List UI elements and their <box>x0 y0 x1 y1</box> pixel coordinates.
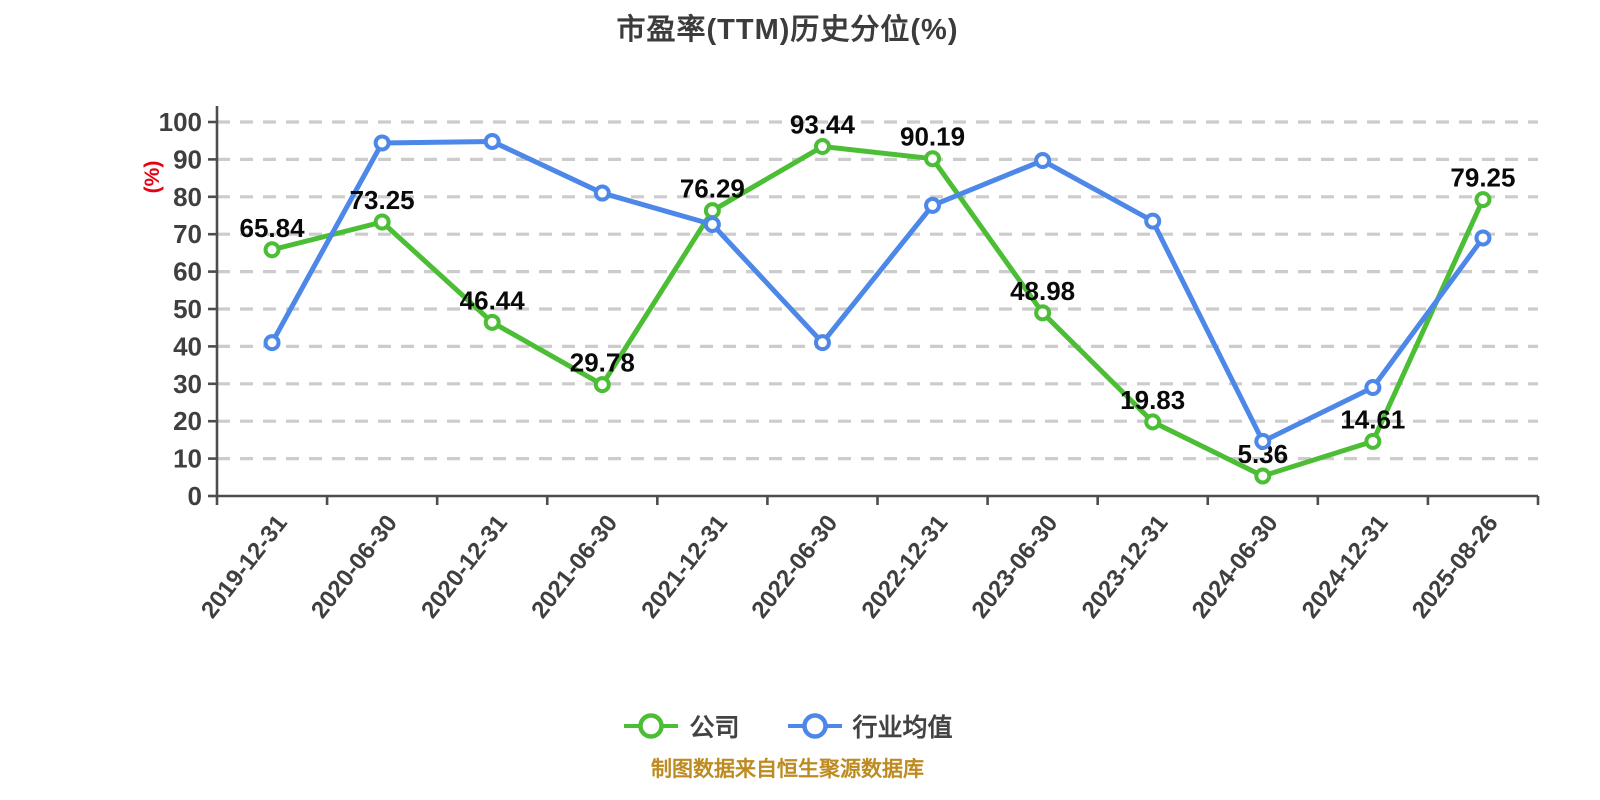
data-point-industry-average <box>1254 432 1272 450</box>
data-point-industry-average <box>924 196 942 214</box>
data-point-company <box>593 376 611 394</box>
legend-label-company: 公司 <box>689 714 740 742</box>
data-label: 14.61 <box>1340 404 1405 434</box>
y-axis-tick-label: 50 <box>173 294 202 324</box>
data-label: 48.98 <box>1010 276 1075 306</box>
chart-title: 市盈率(TTM)历史分位(%) <box>616 14 959 46</box>
series-line-industry-average <box>269 138 1486 444</box>
data-point-industry-average <box>1364 379 1382 397</box>
data-point-industry-average <box>703 215 721 233</box>
x-axis-tick-label: 2023-06-30 <box>966 510 1063 623</box>
legend-label-industry-average: 行业均值 <box>852 714 953 742</box>
y-axis-tick-label: 60 <box>173 257 202 287</box>
data-label: 90.19 <box>900 122 965 152</box>
x-axis-tick-label: 2024-06-30 <box>1187 510 1284 623</box>
x-axis-tick-label: 2023-12-31 <box>1077 510 1174 623</box>
data-point-industry-average <box>263 334 281 352</box>
data-point-industry-average <box>483 132 501 150</box>
data-point-company <box>1254 467 1272 485</box>
data-label: 65.84 <box>240 213 306 243</box>
x-axis-tick-label: 2022-06-30 <box>746 510 843 623</box>
data-label: 79.25 <box>1450 163 1515 193</box>
data-point-company <box>263 241 281 259</box>
legend: 公司 行业均值 <box>0 708 1575 744</box>
data-label: 76.29 <box>680 174 745 204</box>
x-axis-tick-label: 2020-06-30 <box>306 510 403 623</box>
data-point-company <box>373 213 391 231</box>
legend-item-company[interactable]: 公司 <box>622 708 740 744</box>
y-axis-tick-label: 10 <box>173 444 202 474</box>
y-axis-tick-label: 100 <box>159 107 202 137</box>
data-point-industry-average <box>1144 212 1162 230</box>
x-axis-tick-label: 2025-08-26 <box>1407 510 1504 623</box>
data-point-industry-average <box>813 334 831 352</box>
y-axis-tick-label: 40 <box>173 331 202 361</box>
data-label: 29.78 <box>570 348 635 378</box>
data-label: 46.44 <box>460 285 526 315</box>
data-point-industry-average <box>1474 229 1492 247</box>
data-point-company <box>1034 304 1052 322</box>
data-label: 19.83 <box>1120 385 1185 415</box>
y-axis-tick-label: 20 <box>173 406 202 436</box>
y-axis-tick-label: 70 <box>173 219 202 249</box>
x-axis-tick-label: 2021-06-30 <box>526 510 623 623</box>
x-axis-tick-label: 2022-12-31 <box>856 510 953 623</box>
y-axis-tick-label: 0 <box>188 481 202 511</box>
x-axis-tick-label: 2020-12-31 <box>416 510 513 623</box>
data-label: 73.25 <box>350 185 415 215</box>
data-point-industry-average <box>373 134 391 152</box>
legend-item-industry-average[interactable]: 行业均值 <box>786 708 953 744</box>
y-axis-tick-label: 30 <box>173 369 202 399</box>
data-source-note: 制图数据来自恒生聚源数据库 <box>651 758 924 781</box>
data-point-industry-average <box>593 184 611 202</box>
data-point-company <box>1474 191 1492 209</box>
data-label: 93.44 <box>790 110 856 140</box>
x-axis-tick-label: 2024-12-31 <box>1297 510 1394 623</box>
y-axis-tick-label: 80 <box>173 182 202 212</box>
data-point-industry-average <box>1034 152 1052 170</box>
data-point-company <box>1364 432 1382 450</box>
data-point-company <box>924 150 942 168</box>
data-point-company <box>1144 413 1162 431</box>
data-point-company <box>483 313 501 331</box>
x-axis-tick-label: 2021-12-31 <box>636 510 733 623</box>
legend-marker-industry-average-icon <box>787 713 842 739</box>
legend-marker-company-icon <box>624 713 679 739</box>
x-axis-tick-label: 2019-12-31 <box>196 510 293 623</box>
data-point-company <box>703 202 721 220</box>
data-point-company <box>813 138 831 156</box>
series-line-company <box>269 144 1486 479</box>
y-axis-tick-label: 90 <box>173 144 202 174</box>
